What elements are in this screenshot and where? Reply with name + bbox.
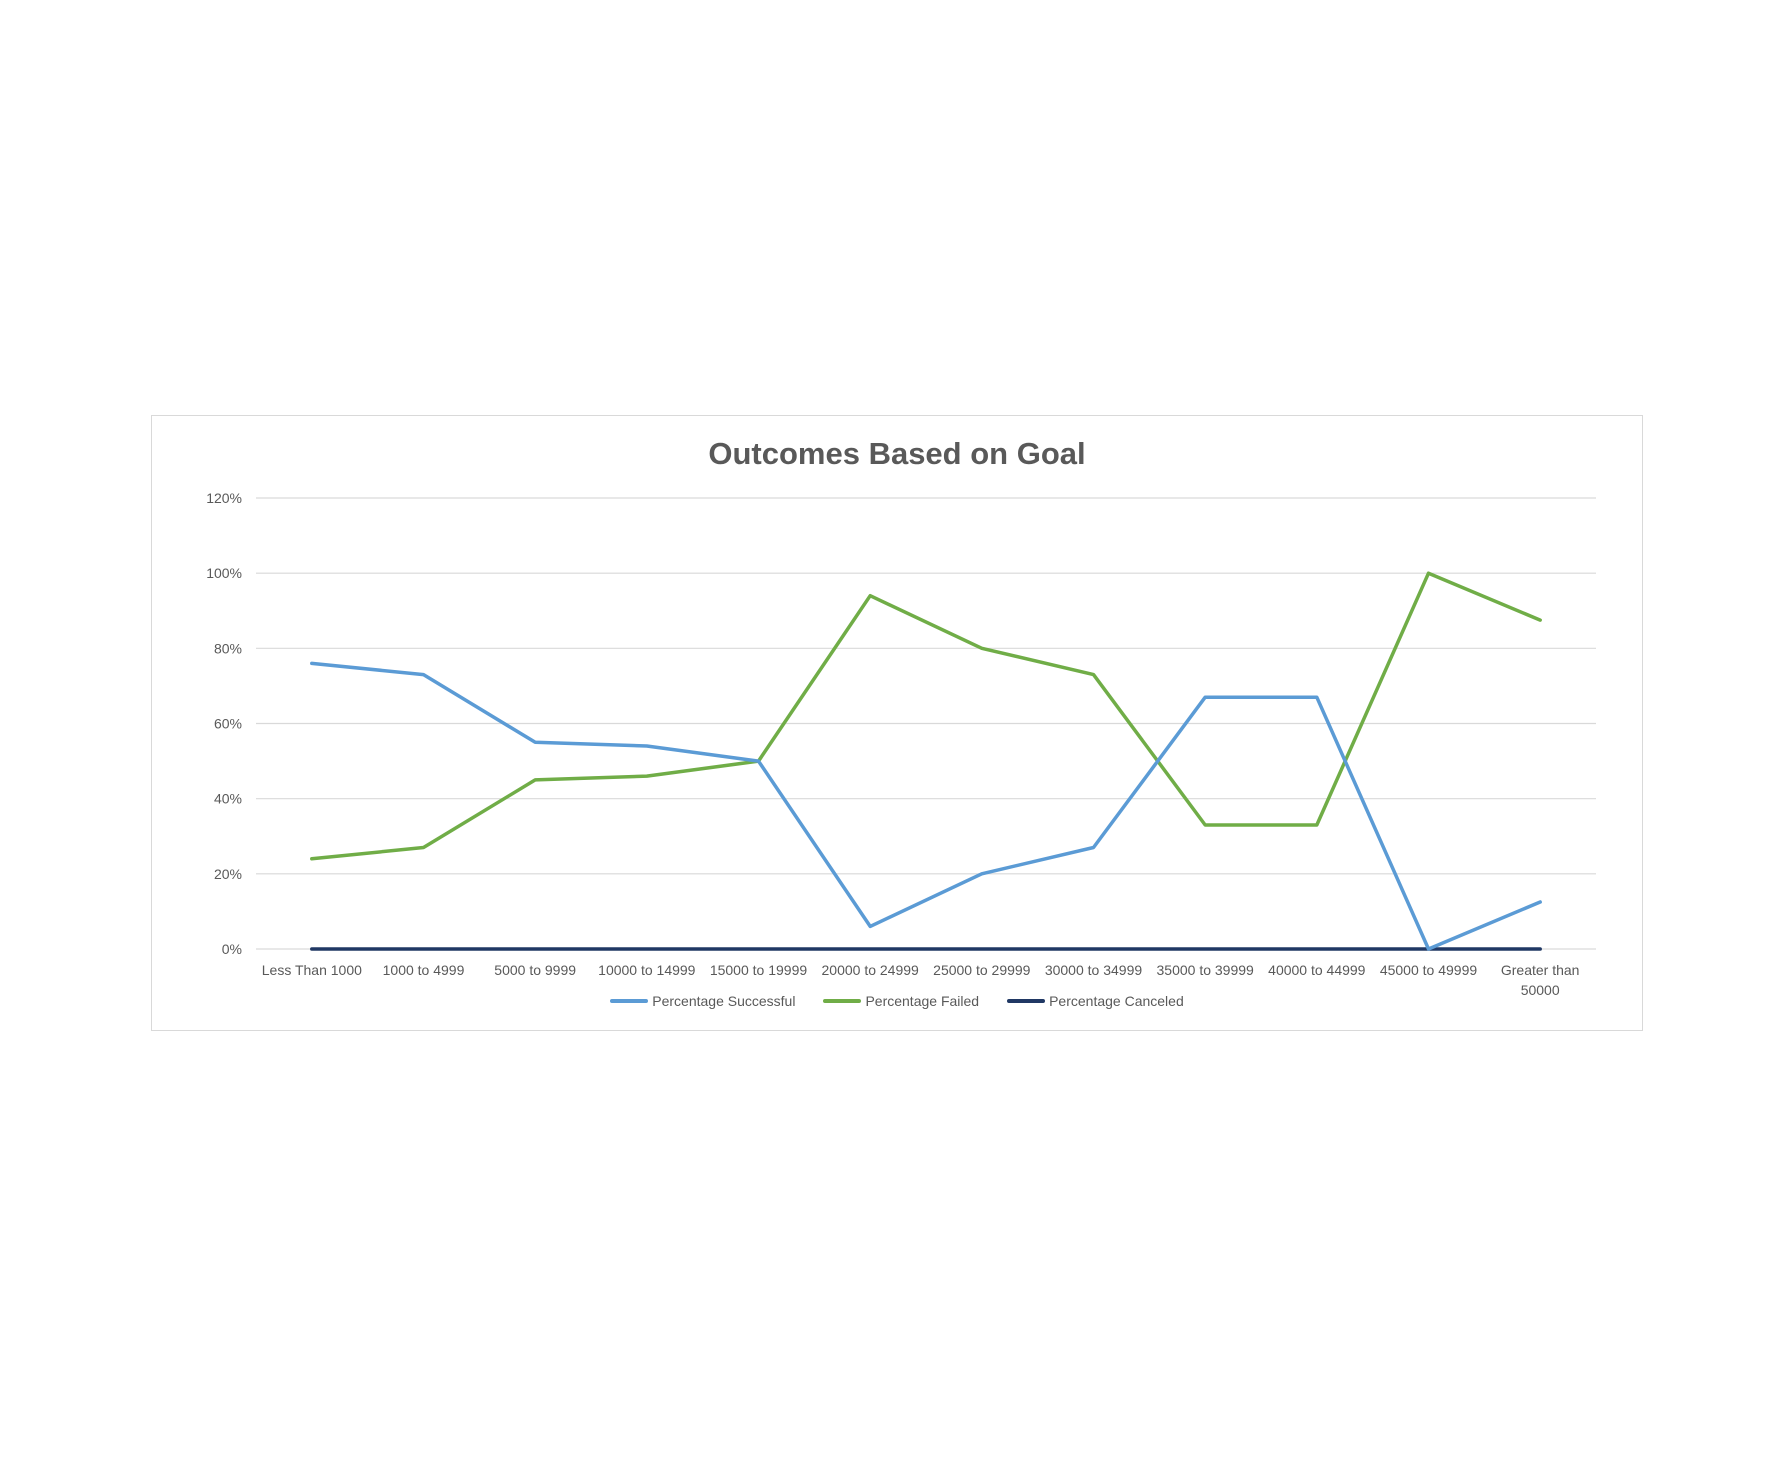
- legend-swatch: [610, 999, 649, 1003]
- x-tick-label: 25000 to 29999: [933, 962, 1031, 978]
- legend-swatch: [1007, 999, 1046, 1003]
- series-line-percentage-failed: [310, 571, 1542, 861]
- chart-frame: Outcomes Based on Goal 0% 20% 40% 60% 80% 100…: [151, 415, 1643, 1031]
- x-tick-label: 10000 to 14999: [598, 962, 696, 978]
- y-tick-label: 20%: [214, 866, 242, 882]
- legend-item: Percentage Canceled: [1007, 993, 1184, 1009]
- plot-area: 0% 20% 40% 60% 80% 100% 120% Less Than 1000 1000…: [206, 490, 1596, 998]
- x-tick-label: 40000 to 44999: [1268, 962, 1366, 978]
- y-tick-label: 120%: [206, 490, 242, 506]
- y-tick-label: 40%: [214, 791, 242, 807]
- legend-item: Percentage Successful: [610, 993, 795, 1009]
- y-tick-label: 100%: [206, 565, 242, 581]
- x-tick-label: 20000 to 24999: [822, 962, 920, 978]
- x-tick-label: Greater than 50000: [1501, 962, 1580, 998]
- legend-swatch: [823, 999, 862, 1003]
- x-tick-label: 35000 to 39999: [1157, 962, 1255, 978]
- y-tick-label: 0%: [222, 941, 242, 957]
- y-tick-label: 60%: [214, 716, 242, 732]
- legend: Percentage Successful Percentage Failed Pe…: [152, 993, 1642, 1009]
- x-tick-label: 15000 to 19999: [710, 962, 808, 978]
- legend-label: Percentage Canceled: [1049, 993, 1184, 1009]
- legend-label: Percentage Successful: [652, 993, 796, 1009]
- legend-label: Percentage Failed: [865, 993, 980, 1009]
- x-tick-label: 5000 to 9999: [494, 962, 576, 978]
- legend-item: Percentage Failed: [823, 993, 979, 1009]
- chart-title: Outcomes Based on Goal: [708, 436, 1086, 471]
- x-tick-label: 30000 to 34999: [1045, 962, 1143, 978]
- x-tick-label: Less Than 1000: [262, 962, 362, 978]
- x-tick-label: 1000 to 4999: [383, 962, 465, 978]
- series-line-percentage-successful: [310, 661, 1542, 951]
- x-tick-label: 45000 to 49999: [1380, 962, 1478, 978]
- y-tick-label: 80%: [214, 640, 242, 656]
